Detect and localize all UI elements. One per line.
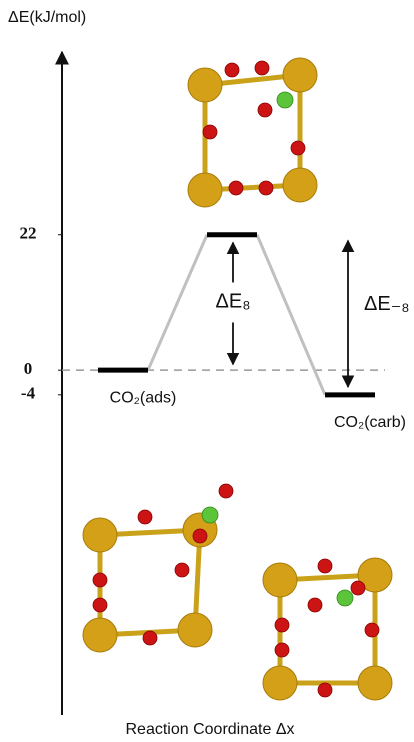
y-tick-label: 0 [24, 359, 33, 378]
connector [148, 235, 207, 370]
state-label: CO₂(carb) [334, 414, 406, 431]
annotation: ΔE₋₈ [364, 293, 410, 315]
y-axis-label: ΔE(kJ/mol) [8, 9, 86, 26]
y-tick-label: 22 [20, 224, 37, 243]
x-axis-label: Reaction Coordinate Δx [126, 721, 295, 738]
chart: ΔE(kJ/mol) Reaction Coordinate Δx 22 0 -4 C… [0, 0, 414, 742]
annotation: ΔE₈ [216, 291, 251, 313]
structure-ts [188, 58, 317, 207]
y-tick-label: -4 [21, 384, 36, 403]
structure-ads [83, 484, 233, 652]
state-label: CO₂(ads) [110, 389, 177, 406]
structure-carb [263, 558, 392, 700]
